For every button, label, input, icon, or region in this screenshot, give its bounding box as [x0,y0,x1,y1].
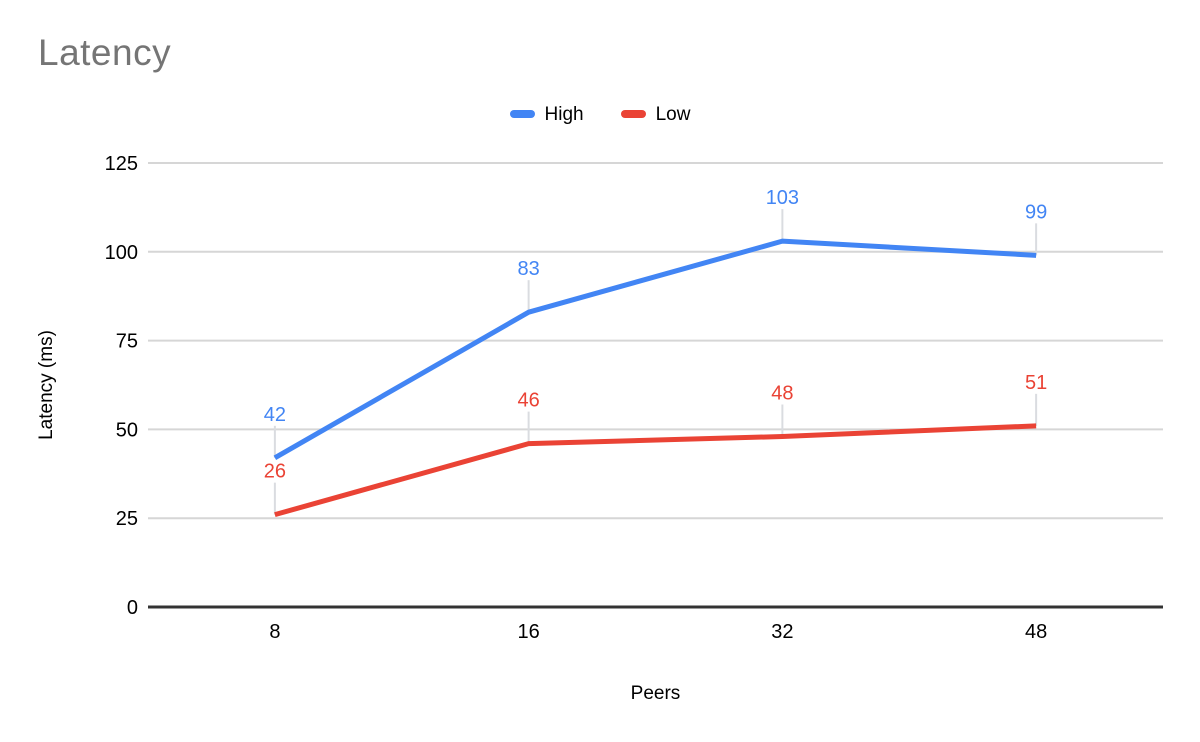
chart-title: Latency [38,32,172,73]
x-axis-tick-label: 32 [771,621,793,643]
data-label-low: 46 [518,390,540,412]
legend-swatch-high [509,110,535,118]
legend: High Low [0,100,1200,128]
legend-swatch-low [620,110,646,118]
y-axis-tick-label: 125 [105,153,138,175]
data-label-high: 42 [264,404,286,426]
data-label-low: 51 [1025,372,1047,394]
y-axis-tick-label: 75 [116,331,138,353]
series-line-high [273,238,1037,460]
y-axis-tick-label: 0 [127,597,138,619]
data-label-high: 103 [766,187,799,209]
data-label-high: 83 [518,258,540,280]
legend-item-high: High [509,103,584,125]
x-axis-tick-label: 48 [1025,621,1047,643]
x-axis-tick-label: 16 [518,621,540,643]
data-label-low: 26 [264,461,286,483]
data-label-high: 99 [1025,201,1047,223]
y-axis-tick-label: 100 [105,242,138,264]
y-axis-title: Latency (ms) [36,330,57,440]
y-axis-tick-label: 50 [116,419,138,441]
legend-item-low: Low [620,103,691,125]
legend-label: High [544,103,584,125]
data-label-low: 48 [771,383,793,405]
x-axis-tick-label: 8 [269,621,280,643]
series-line-low [274,423,1037,518]
y-axis-tick-label: 25 [116,508,138,530]
legend-label: Low [655,103,691,125]
x-axis-title: Peers [631,683,681,704]
